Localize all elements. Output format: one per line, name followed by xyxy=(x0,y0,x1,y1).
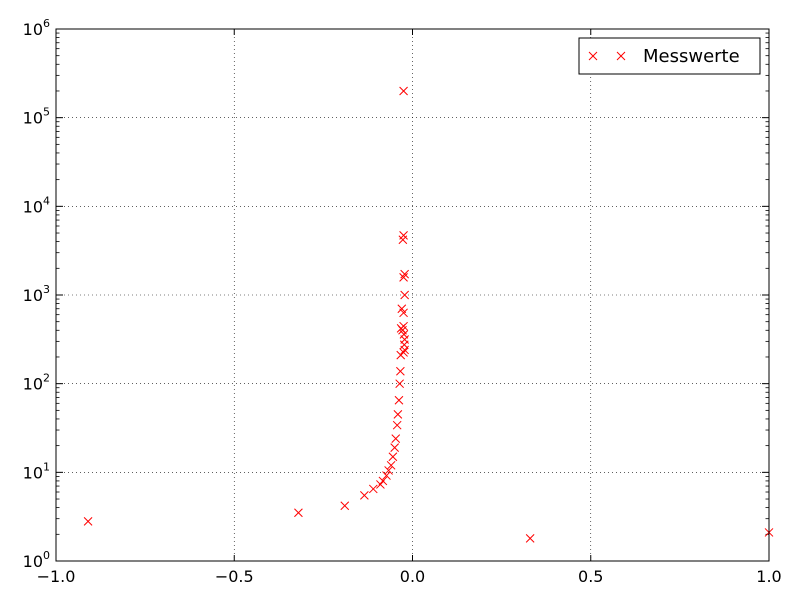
data-point xyxy=(394,395,404,405)
data-point xyxy=(400,269,410,279)
y-tick-label: 106 xyxy=(23,17,50,39)
data-point xyxy=(399,348,408,357)
x-tick-label: 0.5 xyxy=(578,567,603,586)
x-tick-labels: −1.0 −0.5 0.0 0.5 1.0 xyxy=(37,567,782,586)
legend-box xyxy=(578,37,761,75)
data-point xyxy=(399,86,408,96)
legend-marker xyxy=(616,51,626,61)
data-point xyxy=(83,516,93,526)
data-point xyxy=(368,484,378,494)
grid-lines xyxy=(56,29,769,561)
data-point xyxy=(340,501,350,511)
data-point xyxy=(396,366,405,376)
minor-ticks xyxy=(56,32,769,535)
y-tick-label: 101 xyxy=(23,460,50,482)
plot-frame xyxy=(55,28,770,562)
data-point xyxy=(395,379,405,389)
y-tick-label: 105 xyxy=(23,106,50,128)
data-point xyxy=(384,466,393,475)
data-point xyxy=(400,290,410,300)
data-point xyxy=(386,460,396,470)
data-point xyxy=(378,476,388,486)
data-points xyxy=(83,86,774,543)
legend-marker xyxy=(588,51,598,61)
data-point xyxy=(392,420,402,430)
legend-label: Messwerte xyxy=(643,46,740,67)
data-point xyxy=(399,308,408,318)
x-tick-label: 1.0 xyxy=(756,567,781,586)
data-point xyxy=(360,491,369,500)
x-tick-label: −1.0 xyxy=(37,567,76,586)
data-point xyxy=(294,508,303,518)
y-tick-label: 102 xyxy=(23,372,50,394)
y-tick-label: 103 xyxy=(23,283,50,305)
data-point xyxy=(393,410,403,419)
data-point xyxy=(399,273,408,282)
x-tick-label: −0.5 xyxy=(215,567,254,586)
data-point xyxy=(391,434,401,443)
y-tick-label: 100 xyxy=(23,549,50,571)
data-point xyxy=(390,443,400,452)
data-point xyxy=(399,321,408,331)
data-point xyxy=(382,471,391,480)
legend: Messwerte xyxy=(578,37,761,75)
data-point xyxy=(388,452,398,462)
legend-marker-sample xyxy=(588,51,626,61)
y-tick-label: 104 xyxy=(23,194,50,216)
x-tick-label: 0.0 xyxy=(400,567,425,586)
data-point xyxy=(525,534,535,543)
y-tick-labels: 100 101 102 103 104 105 106 xyxy=(23,17,50,571)
data-point xyxy=(399,231,408,240)
